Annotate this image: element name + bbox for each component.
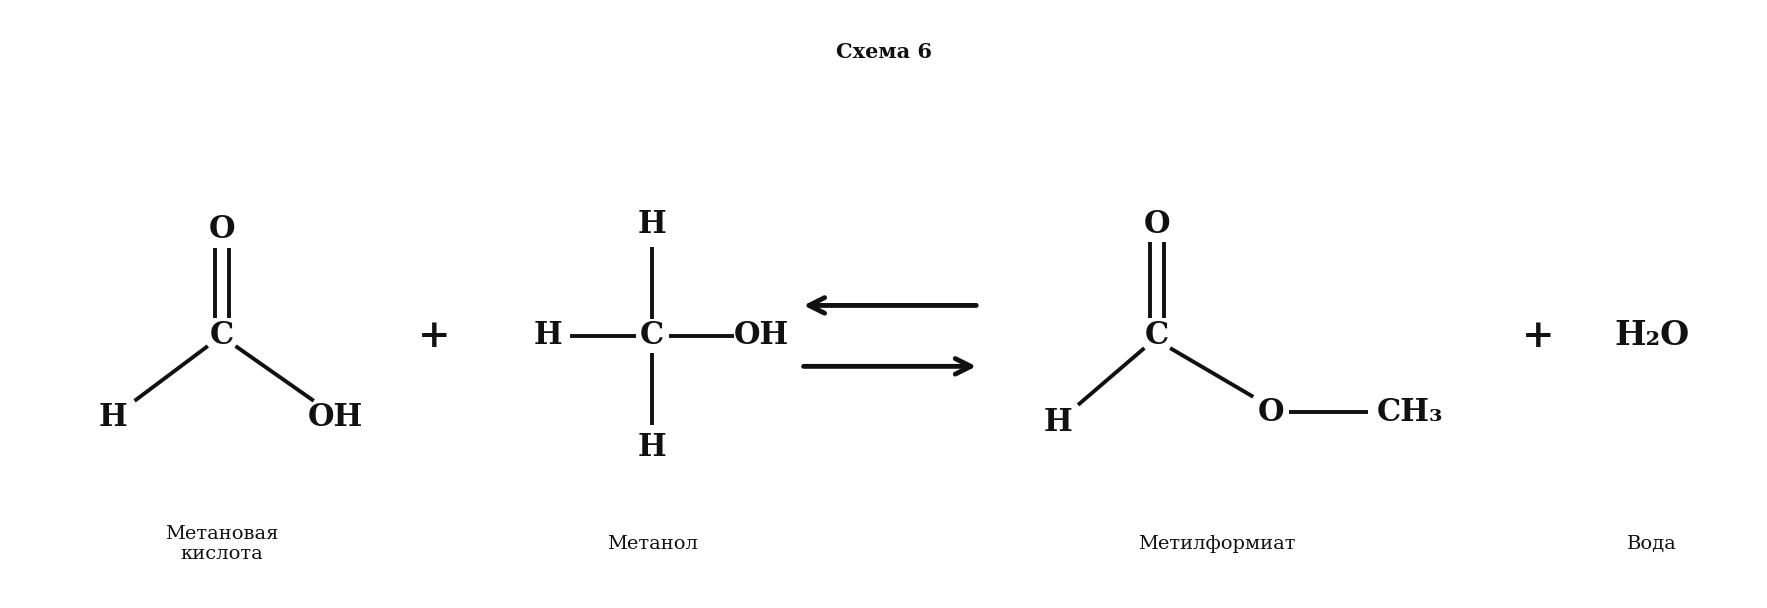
- Text: C: C: [210, 320, 233, 351]
- Text: OH: OH: [733, 320, 788, 351]
- Text: O: O: [1143, 209, 1170, 240]
- Text: Метилформиат: Метилформиат: [1138, 535, 1295, 553]
- Text: O: O: [1258, 396, 1285, 427]
- Text: Метанол: Метанол: [606, 535, 698, 553]
- Text: +: +: [1521, 317, 1555, 355]
- Text: CH₃: CH₃: [1376, 396, 1444, 427]
- Text: H: H: [638, 209, 666, 240]
- Text: +: +: [419, 317, 451, 355]
- Text: H₂O: H₂O: [1615, 319, 1689, 353]
- Text: H: H: [638, 432, 666, 463]
- Text: Схема 6: Схема 6: [836, 42, 931, 62]
- Text: Метановая
кислота: Метановая кислота: [164, 525, 279, 564]
- Text: O: O: [209, 214, 235, 245]
- Text: H: H: [99, 402, 127, 433]
- Text: OH: OH: [307, 402, 364, 433]
- Text: H: H: [1044, 407, 1073, 438]
- Text: H: H: [534, 320, 562, 351]
- Text: Вода: Вода: [1627, 535, 1677, 553]
- Text: C: C: [640, 320, 664, 351]
- Text: C: C: [1145, 320, 1170, 351]
